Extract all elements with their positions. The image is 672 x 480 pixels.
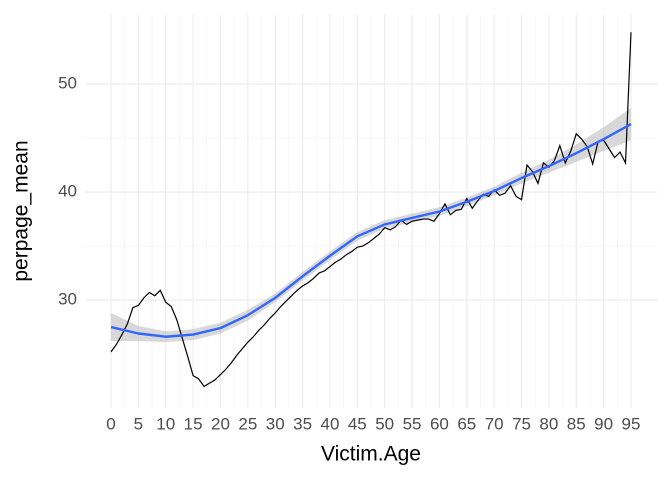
x-tick-label: 5 [134,414,143,433]
x-tick-label: 20 [211,414,230,433]
x-axis-label: Victim.Age [321,443,421,466]
smooth-line [110,122,632,338]
y-tick-label: 50 [58,74,77,93]
x-tick-label: 85 [567,414,586,433]
x-tick-label: 10 [156,414,175,433]
y-tick-label: 40 [58,182,77,201]
y-tick-label: 30 [58,290,77,309]
x-tick-label: 70 [485,414,504,433]
x-tick-label: 90 [594,414,613,433]
x-tick-label: 50 [375,414,394,433]
x-tick-label: 95 [622,414,641,433]
x-tick-label: 60 [430,414,449,433]
x-tick-label: 25 [238,414,257,433]
x-tick-label: 65 [457,414,476,433]
x-tick-label: 40 [320,414,339,433]
x-tick-label: 35 [293,414,312,433]
x-tick-label: 55 [403,414,422,433]
x-tick-label: 30 [266,414,285,433]
x-tick-label: 75 [512,414,531,433]
x-tick-label: 0 [106,414,115,433]
x-tick-label: 80 [539,414,558,433]
y-axis-label: perpage_mean [10,140,33,281]
x-tick-label: 15 [184,414,203,433]
data-line [110,32,632,388]
x-tick-label: 45 [348,414,367,433]
